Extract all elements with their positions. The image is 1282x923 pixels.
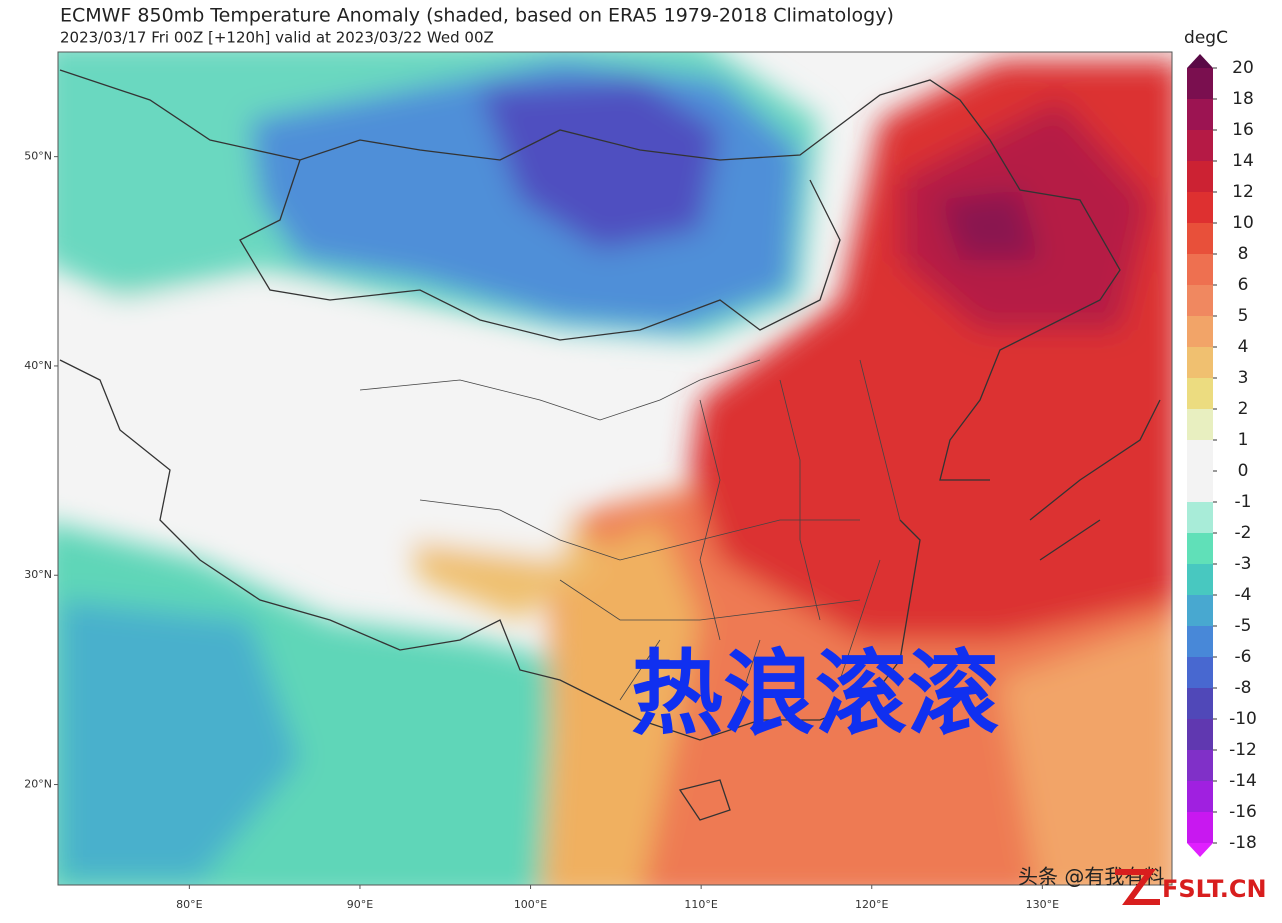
colorbar-label: 16: [1232, 120, 1254, 140]
lon-label: 130°E: [1026, 898, 1059, 911]
colorbar-unit: degC: [1184, 28, 1228, 48]
colorbar-band: [1187, 750, 1213, 781]
colorbar-label: -4: [1235, 585, 1252, 605]
colorbar-label: 18: [1232, 89, 1254, 109]
colorbar-band: [1187, 688, 1213, 719]
title: ECMWF 850mb Temperature Anomaly (shaded,…: [60, 5, 894, 27]
colorbar-label: 10: [1232, 213, 1254, 233]
colorbar-band: [1187, 254, 1213, 285]
colorbar-band: [1187, 99, 1213, 130]
colorbar-label: -8: [1235, 678, 1252, 698]
colorbar-label: 5: [1238, 306, 1249, 326]
colorbar-band: [1187, 564, 1213, 595]
colorbar-band: [1187, 781, 1213, 812]
lat-label: 20°N: [24, 778, 52, 791]
lon-label: 110°E: [684, 898, 717, 911]
colorbar-band: [1187, 161, 1213, 192]
colorbar-band: [1187, 285, 1213, 316]
colorbar-band: [1187, 595, 1213, 626]
colorbar-label: 1: [1238, 430, 1249, 450]
colorbar-band: [1187, 626, 1213, 657]
colorbar-label: -5: [1235, 616, 1252, 636]
lat-label: 50°N: [24, 150, 52, 163]
colorbar-band: [1187, 471, 1213, 502]
site-name: FSLT.CN: [1162, 875, 1267, 903]
colorbar-label: 6: [1238, 275, 1249, 295]
map-frame: [57, 51, 1173, 886]
colorbar-bottom: [1187, 843, 1213, 857]
subtitle: 2023/03/17 Fri 00Z [+120h] valid at 2023…: [60, 29, 494, 47]
colorbar-top: [1187, 54, 1213, 68]
colorbar-label: 2: [1238, 399, 1249, 419]
colorbar-label: -3: [1235, 554, 1252, 574]
colorbar-label: -2: [1235, 523, 1252, 543]
colorbar-label: 4: [1238, 337, 1249, 357]
colorbar-label: 14: [1232, 151, 1254, 171]
colorbar-band: [1187, 533, 1213, 564]
colorbar-label: -18: [1229, 833, 1257, 853]
colorbar-label: 8: [1238, 244, 1249, 264]
colorbar-band: [1187, 409, 1213, 440]
lon-label: 100°E: [514, 898, 547, 911]
colorbar-label: -12: [1229, 740, 1257, 760]
colorbar-band: [1187, 68, 1213, 99]
colorbar-band: [1187, 657, 1213, 688]
colorbar-label: -6: [1235, 647, 1252, 667]
lat-label: 30°N: [24, 568, 52, 581]
axis-ticks: 50°N 40°N 30°N 20°N 80°E 90°E 100°E 110°E 120°E 1…: [24, 150, 1059, 911]
colorbar-band: [1187, 812, 1213, 843]
colorbar-band: [1187, 316, 1213, 347]
colorbar-band: [1187, 130, 1213, 161]
colorbar-band: [1187, 502, 1213, 533]
colorbar-label: 12: [1232, 182, 1254, 202]
colorbar-band: [1187, 440, 1213, 471]
colorbar-label: -1: [1235, 492, 1252, 512]
lon-label: 90°E: [347, 898, 373, 911]
colorbar-band: [1187, 378, 1213, 409]
lon-label: 120°E: [855, 898, 888, 911]
colorbar-label: -14: [1229, 771, 1257, 791]
lat-label: 40°N: [24, 359, 52, 372]
colorbar-band: [1187, 719, 1213, 750]
map-field: [58, 52, 1172, 885]
colorbar-label: -16: [1229, 802, 1257, 822]
colorbar-band: [1187, 223, 1213, 254]
colorbar-band: [1187, 192, 1213, 223]
overlay-text: 热浪滚滚: [631, 640, 999, 747]
colorbar: 20181614121086543210-1-2-3-4-5-6-8-10-12…: [1187, 54, 1257, 857]
colorbar-label: 3: [1238, 368, 1249, 388]
lon-label: 80°E: [176, 898, 202, 911]
colorbar-label: 20: [1232, 58, 1254, 78]
colorbar-band: [1187, 347, 1213, 378]
colorbar-label: 0: [1238, 461, 1249, 481]
colorbar-label: -10: [1229, 709, 1257, 729]
site-logo: [1115, 869, 1160, 905]
